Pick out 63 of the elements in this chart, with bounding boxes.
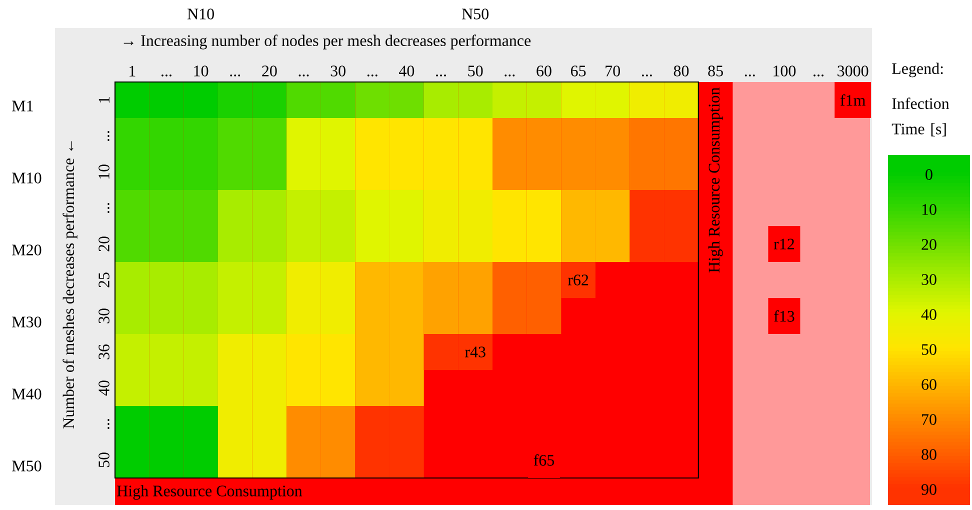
x-tick-label: 1 — [130, 66, 136, 76]
color-bar-label: 10 — [922, 204, 936, 215]
annotation: High Resource Consumption — [117, 485, 302, 500]
y2-tick-label: M30 — [12, 316, 42, 328]
x-tick-label: 65 — [570, 66, 586, 76]
data-label: r62 — [568, 274, 588, 286]
x-tick-label: ... — [162, 74, 172, 76]
x-tick-label: ... — [504, 74, 515, 76]
x-tick-label: ... — [744, 74, 755, 76]
color-bar-label: 30 — [922, 274, 936, 285]
y2-tick-label: M20 — [12, 244, 42, 256]
x-tick-label: 10 — [194, 66, 208, 76]
y-tick-label: 25 — [98, 272, 110, 288]
color-bar-label: 20 — [922, 239, 936, 250]
y-tick-label: 50 — [98, 452, 110, 468]
x-tick-label: 80 — [674, 66, 689, 76]
y-tick-label: 36 — [98, 344, 110, 360]
text: N10 — [187, 8, 214, 20]
x-tick-label: 30 — [330, 66, 346, 76]
legend-title: Legend: — [892, 62, 943, 78]
x-tick-label: 85 — [708, 66, 723, 76]
color-bar-title: Infection Time [s] — [892, 98, 950, 136]
y-tick-label: ... — [108, 131, 110, 141]
color-bar-label: 60 — [922, 379, 936, 390]
annotation: High Resource Consumption — [708, 87, 723, 272]
x-tick-label: ... — [436, 74, 446, 76]
x-tick-label: 60 — [536, 66, 552, 76]
x-tick-label: 50 — [468, 66, 483, 76]
x-tick-label: 20 — [262, 66, 277, 76]
y2-tick-label: M40 — [12, 388, 42, 400]
y-tick-label: 10 — [98, 164, 110, 179]
x-tick-label: 3000 — [838, 66, 868, 76]
x-tick-label: ... — [642, 74, 652, 76]
color-bar-label: 0 — [926, 169, 932, 180]
color-bar-label: 40 — [921, 309, 936, 320]
color-bar-label: 50 — [922, 344, 936, 355]
annotation: f1m — [840, 94, 866, 106]
color-bar-label: 90 — [922, 484, 936, 495]
data-label: r43 — [464, 346, 486, 358]
y2-tick-label: M10 — [12, 172, 42, 184]
y-axis-title: Number of meshes decreases performance ← — [62, 141, 78, 429]
x-axis-title: → Increasing number of nodes per mesh decreases performance — [124, 34, 531, 50]
x-tick-label: 40 — [399, 66, 414, 76]
x-tick-label: ... — [230, 74, 240, 76]
x-tick-label: ... — [814, 74, 824, 76]
x-tick-label: 100 — [774, 66, 796, 76]
x-tick-label: ... — [298, 74, 309, 76]
y-tick-label: 40 — [98, 380, 110, 396]
y-tick-label: 30 — [98, 308, 110, 324]
x-tick-label: ... — [367, 74, 378, 76]
y-tick-label: ... — [108, 419, 110, 429]
text: N50 — [462, 8, 488, 20]
x-tick-label: 70 — [606, 66, 620, 76]
annotation: r12 — [774, 238, 794, 250]
y-tick-label: 20 — [98, 236, 110, 252]
color-bar-label: 70 — [922, 414, 936, 425]
y2-tick-label: M50 — [12, 460, 42, 472]
y-tick-label: ... — [108, 203, 110, 213]
y2-tick-label: M1 — [12, 100, 33, 112]
annotation: f65 — [534, 454, 554, 466]
annotation: f13 — [774, 310, 794, 322]
y-tick-label: 1 — [98, 96, 110, 103]
color-bar-label: 80 — [922, 449, 936, 460]
